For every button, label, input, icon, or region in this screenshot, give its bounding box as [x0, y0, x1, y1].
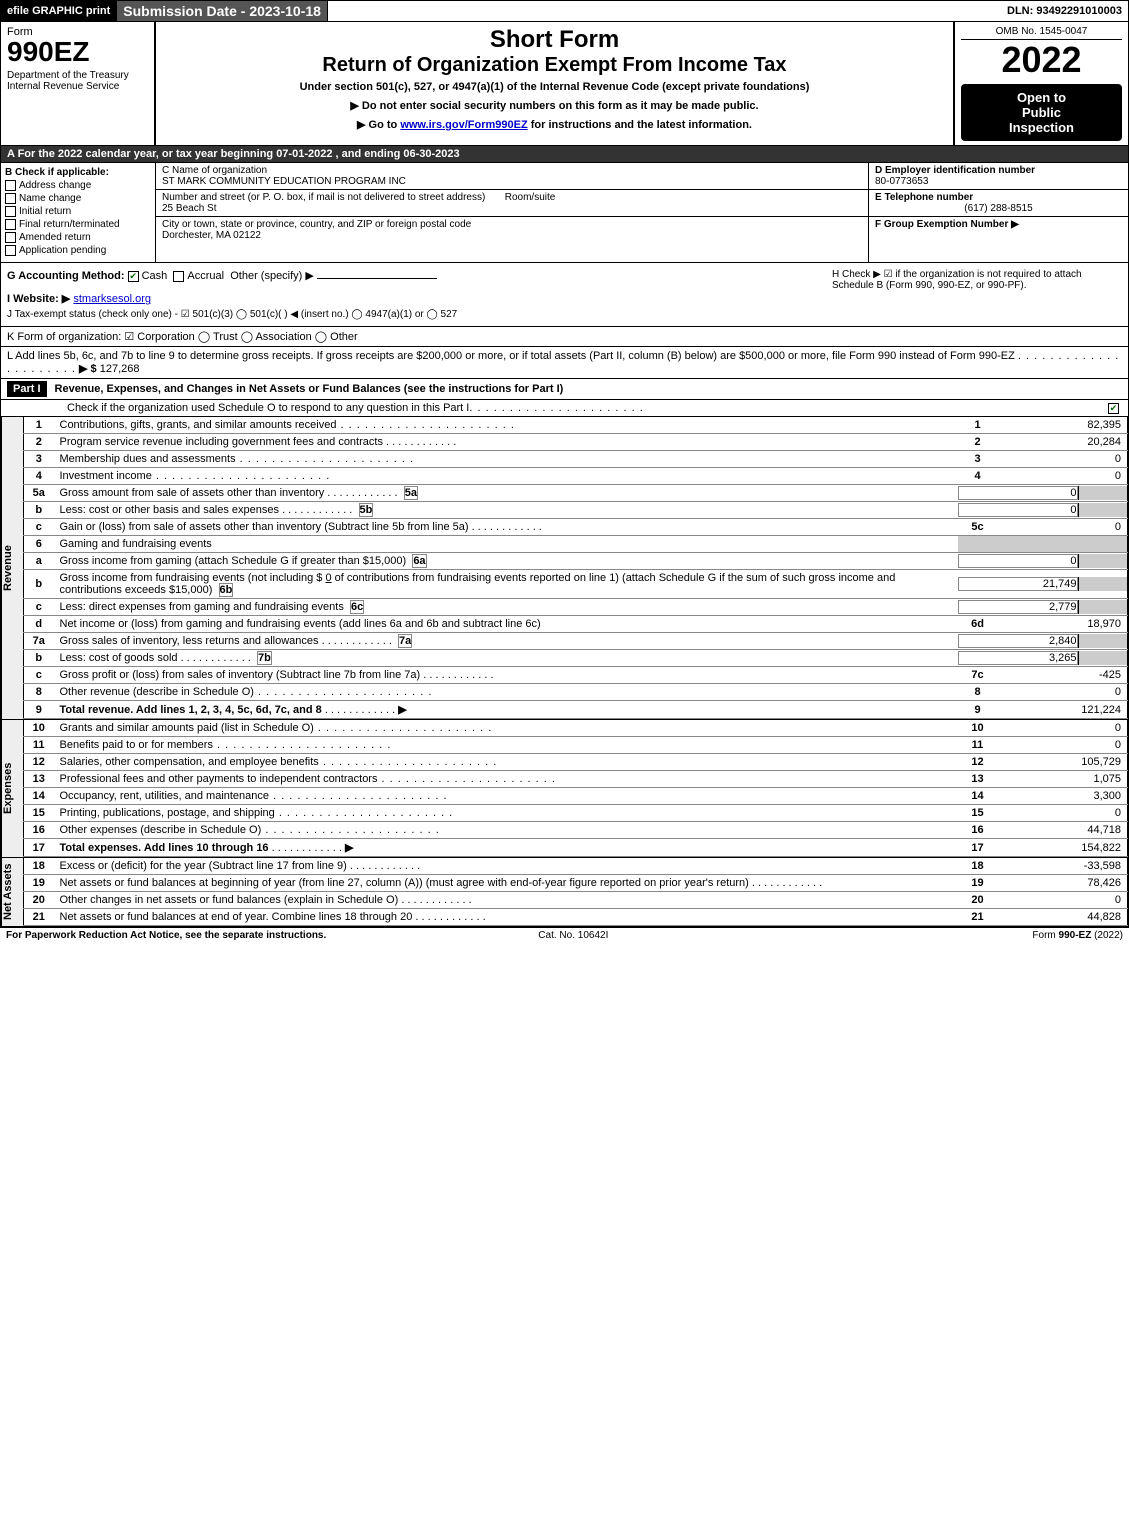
i-label: I Website: ▶ [7, 293, 70, 305]
check-cash[interactable] [128, 271, 139, 282]
section-l: L Add lines 5b, 6c, and 7b to line 9 to … [0, 347, 1129, 379]
check-initial-return[interactable]: Initial return [5, 206, 151, 217]
part1-checkbox[interactable] [1108, 403, 1119, 414]
line6d-value: 18,970 [998, 616, 1128, 633]
main-title: Return of Organization Exempt From Incom… [162, 54, 947, 77]
tax-year: 2022 [961, 40, 1122, 80]
line8-value: 0 [998, 684, 1128, 701]
check-address-change[interactable]: Address change [5, 180, 151, 191]
c-street-label: Number and street (or P. O. box, if mail… [162, 192, 485, 203]
line16-value: 44,718 [998, 822, 1128, 839]
dln: DLN: 93492291010003 [1001, 1, 1128, 21]
line19-value: 78,426 [998, 875, 1128, 892]
line20-value: 0 [998, 892, 1128, 909]
omb-number: OMB No. 1545-0047 [961, 26, 1122, 40]
line13-value: 1,075 [998, 771, 1128, 788]
instruction-ssn: ▶ Do not enter social security numbers o… [162, 99, 947, 112]
form-number: 990EZ [7, 38, 148, 66]
line2-value: 20,284 [998, 434, 1128, 451]
f-label: F Group Exemption Number ▶ [875, 219, 1019, 230]
line1-value: 82,395 [998, 417, 1128, 434]
line3-value: 0 [998, 451, 1128, 468]
page-footer: For Paperwork Reduction Act Notice, see … [0, 927, 1129, 943]
section-b: B Check if applicable: Address change Na… [1, 163, 156, 263]
line15-value: 0 [998, 805, 1128, 822]
instruction-link: ▶ Go to www.irs.gov/Form990EZ for instru… [162, 118, 947, 131]
line6c-value: 2,779 [958, 600, 1078, 614]
e-label: E Telephone number [875, 192, 973, 203]
efile-label[interactable]: efile GRAPHIC print [1, 1, 117, 21]
irs-link[interactable]: www.irs.gov/Form990EZ [400, 119, 527, 131]
form-header: Form 990EZ Department of the Treasury In… [0, 22, 1129, 146]
line17-value: 154,822 [998, 839, 1128, 857]
phone: (617) 288-8515 [875, 203, 1122, 214]
expenses-table: 10Grants and similar amounts paid (list … [23, 720, 1128, 857]
org-name: ST MARK COMMUNITY EDUCATION PROGRAM INC [162, 176, 406, 187]
revenue-table: 1Contributions, gifts, grants, and simil… [23, 417, 1128, 719]
d-label: D Employer identification number [875, 165, 1035, 176]
line7c-value: -425 [998, 667, 1128, 684]
expenses-section: Expenses 10Grants and similar amounts pa… [0, 720, 1129, 858]
ein: 80-0773653 [875, 176, 928, 187]
revenue-sidelabel: Revenue [1, 417, 23, 719]
top-bar: efile GRAPHIC print Submission Date - 20… [0, 0, 1129, 22]
line9-value: 121,224 [998, 701, 1128, 719]
section-a: A For the 2022 calendar year, or tax yea… [0, 146, 1129, 163]
line7a-value: 2,840 [958, 634, 1078, 648]
sections-d-f: D Employer identification number 80-0773… [868, 163, 1128, 263]
org-street: 25 Beach St [162, 203, 216, 214]
part1-header: Part I Revenue, Expenses, and Changes in… [0, 379, 1129, 400]
g-label: G Accounting Method: [7, 270, 125, 282]
org-city: Dorchester, MA 02122 [162, 230, 261, 241]
footer-left: For Paperwork Reduction Act Notice, see … [6, 930, 326, 941]
line6a-value: 0 [958, 554, 1078, 568]
open-to-public: Open to Public Inspection [961, 84, 1122, 141]
revenue-section: Revenue 1Contributions, gifts, grants, a… [0, 417, 1129, 720]
line11-value: 0 [998, 737, 1128, 754]
c-city-label: City or town, state or province, country… [162, 219, 471, 230]
g-other-label: Other (specify) ▶ [230, 270, 314, 282]
expenses-sidelabel: Expenses [1, 720, 23, 857]
gross-receipts: 127,268 [100, 363, 140, 375]
footer-catno: Cat. No. 10642I [538, 930, 608, 941]
part1-check-row: Check if the organization used Schedule … [0, 400, 1129, 417]
line4-value: 0 [998, 468, 1128, 485]
footer-right: Form 990-EZ (2022) [1032, 930, 1123, 941]
section-c: C Name of organization ST MARK COMMUNITY… [156, 163, 868, 263]
netassets-table: 18Excess or (deficit) for the year (Subt… [23, 858, 1128, 926]
section-j: J Tax-exempt status (check only one) - ☑… [7, 309, 822, 320]
netassets-section: Net Assets 18Excess or (deficit) for the… [0, 858, 1129, 927]
section-g-h: G Accounting Method: Cash Accrual Other … [0, 263, 1129, 327]
line5c-value: 0 [998, 519, 1128, 536]
line5b-value: 0 [958, 503, 1078, 517]
part1-check-text: Check if the organization used Schedule … [7, 402, 469, 414]
line14-value: 3,300 [998, 788, 1128, 805]
submission-date: Submission Date - 2023-10-18 [117, 1, 328, 21]
line6b-value: 21,749 [958, 577, 1078, 591]
line18-value: -33,598 [998, 858, 1128, 875]
part1-label: Part I [7, 381, 47, 397]
check-amended-return[interactable]: Amended return [5, 232, 151, 243]
check-accrual[interactable] [173, 271, 184, 282]
line7b-value: 3,265 [958, 651, 1078, 665]
dept-label: Department of the Treasury Internal Reve… [7, 70, 148, 92]
website-link[interactable]: stmarksesol.org [73, 293, 151, 305]
subtitle: Under section 501(c), 527, or 4947(a)(1)… [162, 81, 947, 93]
section-h: H Check ▶ ☑ if the organization is not r… [822, 269, 1122, 320]
line5a-value: 0 [958, 486, 1078, 500]
short-form-title: Short Form [162, 26, 947, 54]
c-room-label: Room/suite [505, 192, 556, 203]
line12-value: 105,729 [998, 754, 1128, 771]
netassets-sidelabel: Net Assets [1, 858, 23, 926]
check-final-return[interactable]: Final return/terminated [5, 219, 151, 230]
section-k: K Form of organization: ☑ Corporation ◯ … [0, 327, 1129, 347]
sections-b-f: B Check if applicable: Address change Na… [0, 163, 1129, 264]
check-application-pending[interactable]: Application pending [5, 245, 151, 256]
c-name-label: C Name of organization [162, 165, 267, 176]
check-name-change[interactable]: Name change [5, 193, 151, 204]
part1-title: Revenue, Expenses, and Changes in Net As… [55, 383, 564, 395]
line10-value: 0 [998, 720, 1128, 737]
line21-value: 44,828 [998, 909, 1128, 926]
